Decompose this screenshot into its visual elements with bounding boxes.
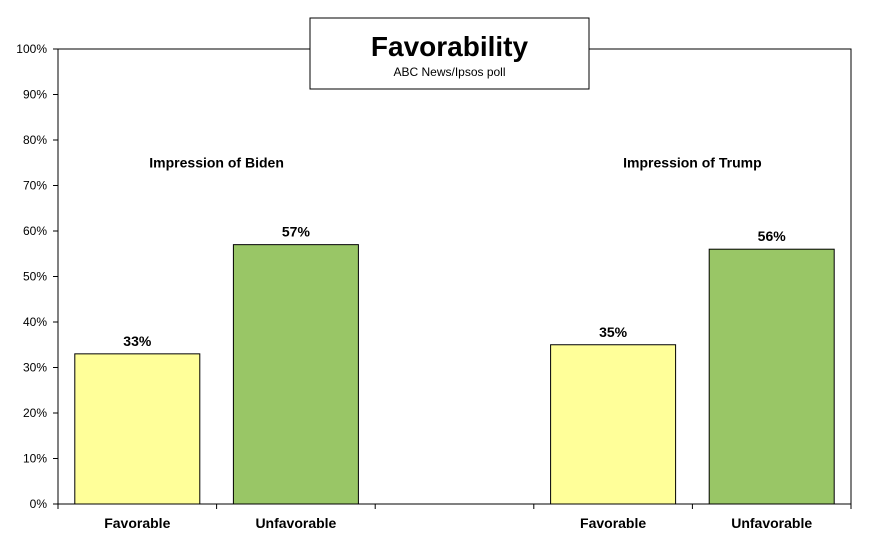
bar-unfavorable (232, 244, 359, 505)
y-tick-label: 70% (23, 179, 47, 193)
y-tick-label: 90% (23, 88, 47, 102)
bar-favorable (550, 344, 677, 505)
chart-title: Favorability (371, 31, 529, 62)
x-category-label: Unfavorable (255, 515, 336, 531)
y-tick-label: 80% (23, 133, 47, 147)
x-category-label: Unfavorable (731, 515, 812, 531)
y-tick-label: 0% (30, 497, 48, 511)
group-title: Impression of Biden (149, 154, 284, 170)
title-box-frame (309, 17, 590, 90)
y-tick-label: 100% (16, 42, 47, 56)
y-tick-label: 50% (23, 270, 47, 284)
y-tick-label: 20% (23, 406, 47, 420)
y-tick-label: 10% (23, 452, 47, 466)
data-label: 33% (123, 333, 152, 349)
data-label: 35% (599, 324, 628, 340)
x-category-label: Favorable (104, 515, 170, 531)
chart-subtitle: ABC News/Ipsos poll (393, 65, 505, 79)
bars (57, 244, 852, 509)
data-label: 56% (758, 228, 787, 244)
y-tick-label: 40% (23, 315, 47, 329)
title-box: Favorability ABC News/Ipsos poll (309, 17, 590, 90)
data-label: 57% (282, 224, 311, 240)
bar-favorable (74, 353, 201, 505)
y-tick-label: 60% (23, 224, 47, 238)
y-axis: 0% 10% 20% 30% 40% 50% 60% 70% 80% 90% 100% (16, 42, 58, 511)
group-title: Impression of Trump (623, 154, 761, 170)
y-tick-label: 30% (23, 361, 47, 375)
labels: 33% Favorable 57% Unfavorable 35% Favorable 56… (104, 154, 812, 531)
x-category-label: Favorable (580, 515, 646, 531)
bar-unfavorable (708, 248, 835, 505)
